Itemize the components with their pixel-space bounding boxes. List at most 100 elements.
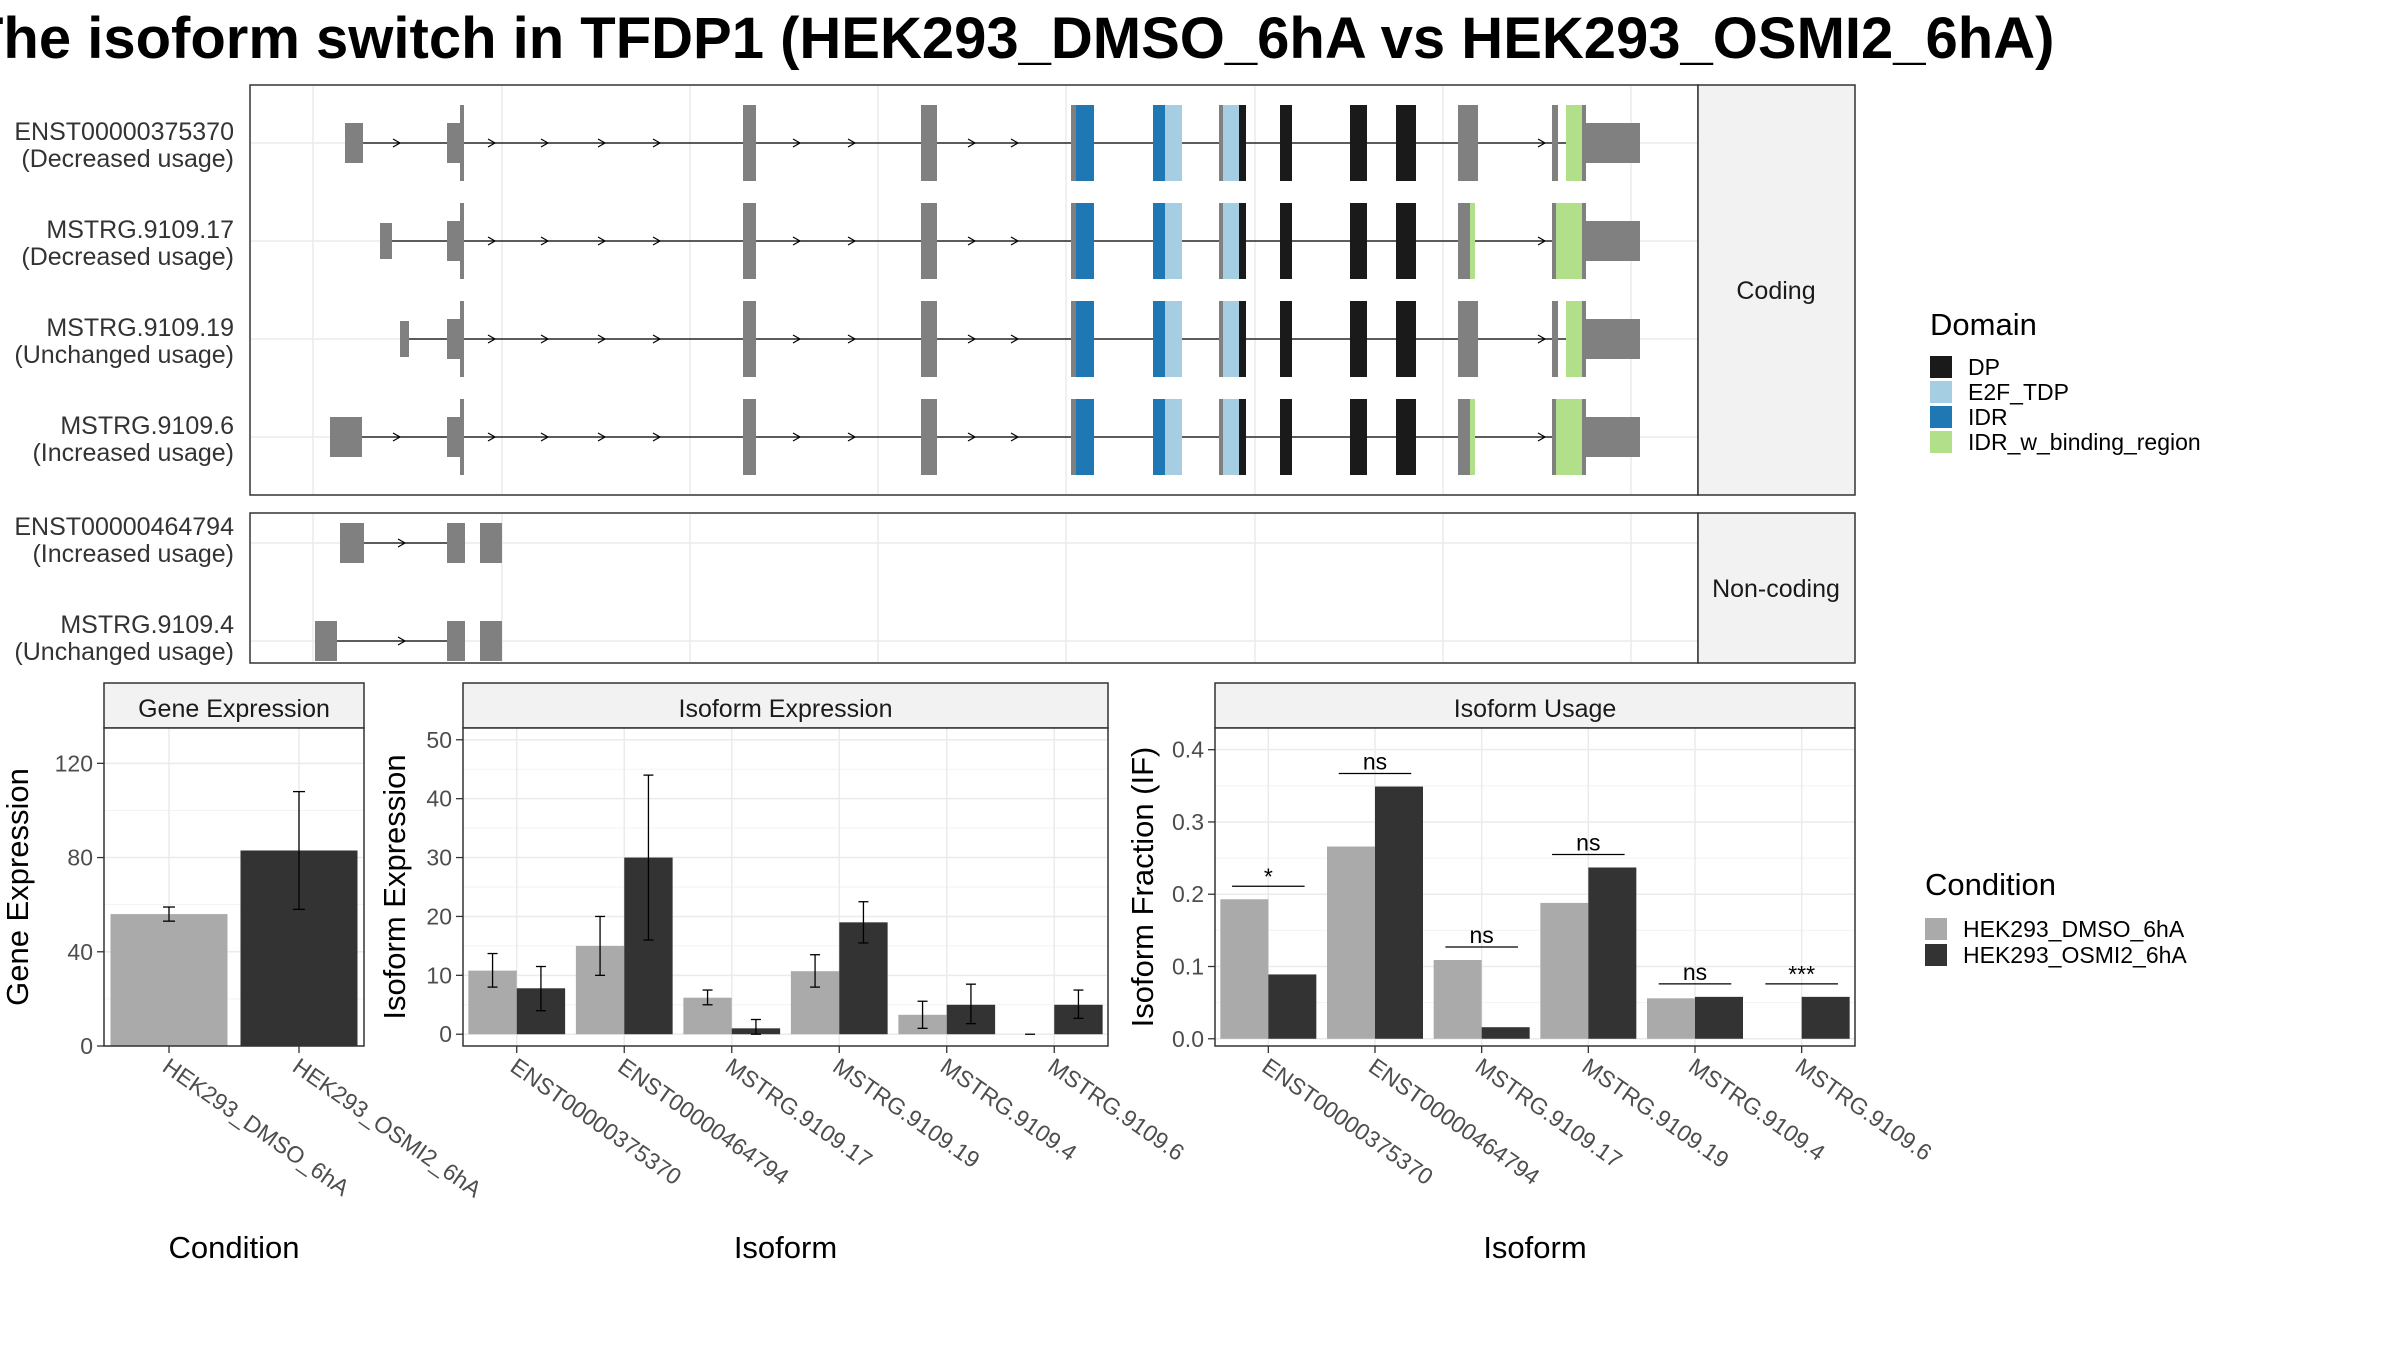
exon: [921, 399, 937, 475]
exon: [1552, 399, 1558, 475]
legend-label: IDR_w_binding_region: [1968, 429, 2201, 455]
bar-dmso: [1647, 998, 1695, 1039]
legend-label: DP: [1968, 354, 2000, 380]
exon: [1458, 399, 1470, 475]
legend-key-dp: [1930, 356, 1952, 378]
y-tick-label: 0.3: [1172, 809, 1204, 835]
exon: [447, 123, 461, 163]
isoform-label: MSTRG.9109.17: [46, 216, 234, 244]
bar-dmso: [1540, 902, 1589, 1039]
isoform-structure-panel: Coding Non-coding ENST00000375370 (Decre…: [14, 84, 1856, 666]
bar-osmi2: [1588, 867, 1637, 1039]
facet-label-coding: Coding: [1736, 277, 1815, 305]
exon: [447, 319, 461, 359]
isoform-expression-chart: Isoform Expression01020304050ENST0000037…: [377, 682, 1189, 1265]
significance-label: ns: [1576, 829, 1600, 855]
transcript-track: [400, 301, 1640, 377]
exon: [1219, 203, 1223, 279]
direction-arrow: [597, 138, 607, 148]
chart-title: Isoform Expression: [679, 695, 893, 723]
exon: [1219, 399, 1223, 475]
domain-e2f_tdp: [1165, 203, 1182, 279]
exon: [460, 203, 464, 279]
domain-dp: [1280, 301, 1292, 377]
direction-arrow: [597, 432, 607, 442]
domain-idr: [1153, 105, 1165, 181]
bar-osmi2: [1801, 996, 1850, 1039]
bar-osmi2: [1481, 1027, 1530, 1039]
isoform-label: MSTRG.9109.19: [46, 314, 234, 342]
legend-label: IDR: [1968, 404, 2008, 430]
exon: [1071, 105, 1076, 181]
direction-arrow: [847, 334, 857, 344]
exon: [921, 203, 937, 279]
exon: [1458, 105, 1478, 181]
bar-dmso: [1220, 899, 1269, 1039]
direction-arrow: [967, 138, 977, 148]
domain-dp: [1350, 399, 1367, 475]
domain-dp: [1239, 105, 1246, 181]
exon: [447, 417, 461, 457]
exon: [447, 221, 461, 261]
x-axis-title: Condition: [169, 1230, 300, 1265]
isoform-label: ENST00000464794: [14, 513, 234, 541]
domain-dp: [1350, 301, 1367, 377]
significance-label: ns: [1683, 959, 1707, 985]
y-tick-label: 80: [67, 845, 93, 871]
domain-idr: [1076, 105, 1094, 181]
noncoding-strip: [1697, 512, 1856, 664]
panel-border: [103, 727, 365, 1047]
chart-strip: [462, 682, 1109, 729]
direction-arrow: [540, 236, 550, 246]
domain-dp: [1280, 105, 1292, 181]
domain-legend-title: Domain: [1930, 307, 2037, 342]
x-tick-label: ENST00000464794: [1364, 1053, 1545, 1190]
domain-idr_w_binding_region: [1556, 203, 1582, 279]
exon: [1552, 203, 1558, 279]
domain-idr: [1076, 203, 1094, 279]
panel-border: [1214, 727, 1856, 1047]
direction-arrow: [397, 636, 407, 646]
domain-e2f_tdp: [1165, 301, 1182, 377]
exon: [345, 123, 363, 163]
direction-arrow: [847, 138, 857, 148]
coding-strip: [1697, 84, 1856, 496]
exon: [447, 523, 465, 563]
usage-label: (Decreased usage): [21, 243, 234, 271]
significance-label: ns: [1470, 922, 1494, 948]
domain-dp: [1396, 105, 1416, 181]
y-axis-title: Gene Expression: [0, 768, 35, 1006]
domain-dp: [1396, 203, 1416, 279]
domain-e2f_tdp: [1223, 203, 1239, 279]
direction-arrow: [967, 334, 977, 344]
direction-arrow: [1537, 334, 1547, 344]
exon: [480, 523, 502, 563]
figure-title: The isoform switch in TFDP1 (HEK293_DMSO…: [0, 6, 2054, 71]
exon: [921, 105, 937, 181]
direction-arrow: [792, 236, 802, 246]
y-tick-label: 0: [80, 1033, 93, 1059]
exon: [1071, 301, 1076, 377]
x-tick-label: ENST00000375370: [1257, 1053, 1437, 1190]
exon: [921, 301, 937, 377]
direction-arrow: [847, 432, 857, 442]
exon: [340, 523, 364, 563]
bar-osmi2: [1268, 974, 1317, 1039]
domain-idr_w_binding_region: [1470, 399, 1475, 475]
domain-idr: [1076, 301, 1094, 377]
y-tick-label: 0.4: [1172, 737, 1204, 763]
plot-area: [1215, 728, 1855, 1046]
direction-arrow: [792, 432, 802, 442]
bar-osmi2: [1375, 786, 1423, 1039]
domain-idr_w_binding_region: [1556, 399, 1582, 475]
transcript-track: [380, 203, 1640, 279]
usage-label: (Decreased usage): [21, 145, 234, 173]
utr: [1586, 319, 1640, 359]
bar-dmso: [1327, 846, 1375, 1039]
exon: [447, 621, 465, 661]
legend-label: E2F_TDP: [1968, 379, 2069, 405]
isoform-usage-chart: Isoform Usage * ns ns ns ns *** 0.0 0.1 0.2 0.3 0.4…: [1125, 682, 1937, 1265]
legend-key-idr-binding: [1930, 431, 1952, 453]
domain-dp: [1396, 399, 1416, 475]
